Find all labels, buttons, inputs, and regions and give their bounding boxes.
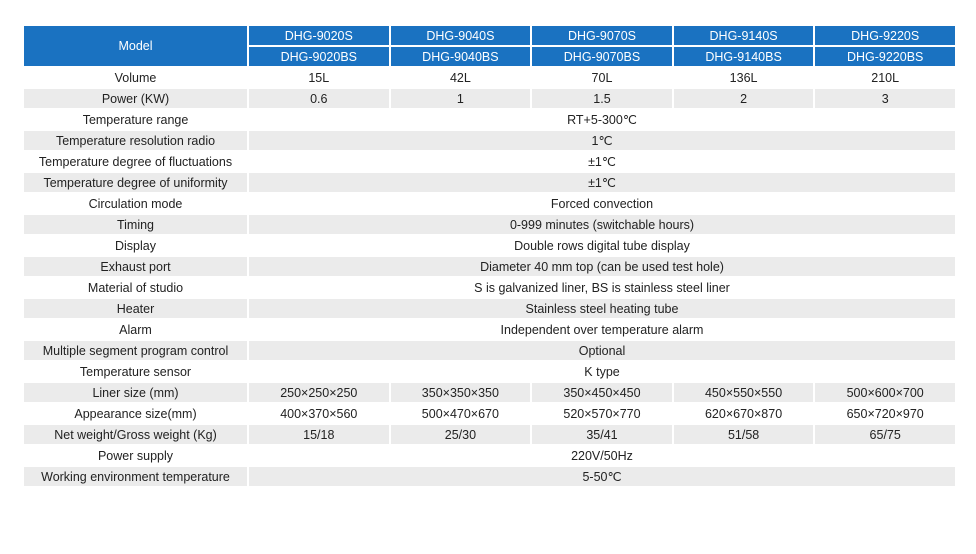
cell-value: 210L [813, 66, 957, 89]
row-label: Temperature sensor [22, 360, 249, 383]
cell-value: Independent over temperature alarm [247, 318, 957, 341]
model-bs: DHG-9140BS [671, 45, 816, 68]
cell-value: ±1℃ [247, 171, 957, 194]
model-s: DHG-9040S [388, 24, 533, 47]
cell-value: 25/30 [388, 423, 533, 446]
table-row: Power (KW) 0.6 1 1.5 2 3 [22, 87, 957, 110]
table-row: Multiple segment program control Optional [22, 339, 957, 362]
model-s: DHG-9140S [671, 24, 816, 47]
table-row: Working environment temperature 5-50℃ [22, 465, 957, 488]
row-label: Power supply [22, 444, 249, 467]
table-row: Timing 0-999 minutes (switchable hours) [22, 213, 957, 236]
model-bs: DHG-9220BS [813, 45, 957, 68]
row-label: Circulation mode [22, 192, 249, 215]
cell-value: 65/75 [813, 423, 957, 446]
table-row: Temperature resolution radio 1℃ [22, 129, 957, 152]
cell-value: 0.6 [247, 87, 391, 110]
table-row: Temperature degree of uniformity ±1℃ [22, 171, 957, 194]
cell-value: 500×470×670 [388, 402, 533, 425]
row-label: Material of studio [22, 276, 249, 299]
table-row: Material of studio S is galvanized liner,… [22, 276, 957, 299]
table-row: Alarm Independent over temperature alarm [22, 318, 957, 341]
row-label: Heater [22, 297, 249, 320]
row-label: Working environment temperature [22, 465, 249, 488]
cell-value: 520×570×770 [530, 402, 674, 425]
cell-value: 350×350×350 [388, 381, 533, 404]
model-header: Model [22, 24, 249, 68]
model-s: DHG-9070S [530, 24, 674, 47]
cell-value: S is galvanized liner, BS is stainless s… [247, 276, 957, 299]
cell-value: 220V/50Hz [247, 444, 957, 467]
table-row: Circulation mode Forced convection [22, 192, 957, 215]
cell-value: 1 [388, 87, 533, 110]
model-s: DHG-9020S [247, 24, 391, 47]
cell-value: 400×370×560 [247, 402, 391, 425]
cell-value: 15/18 [247, 423, 391, 446]
cell-value: 136L [671, 66, 816, 89]
cell-value: Optional [247, 339, 957, 362]
cell-value: 35/41 [530, 423, 674, 446]
row-label: Appearance size(mm) [22, 402, 249, 425]
cell-value: 3 [813, 87, 957, 110]
cell-value: Double rows digital tube display [247, 234, 957, 257]
cell-value: 500×600×700 [813, 381, 957, 404]
header-row: Model DHG-9020S DHG-9040S DHG-9070S DHG-9140… [22, 24, 957, 68]
row-label: Temperature resolution radio [22, 129, 249, 152]
table-row: Temperature sensor K type [22, 360, 957, 383]
row-label: Temperature degree of uniformity [22, 171, 249, 194]
cell-value: 51/58 [671, 423, 816, 446]
table-row: Appearance size(mm) 400×370×560 500×470×67… [22, 402, 957, 425]
row-label: Temperature range [22, 108, 249, 131]
row-label: Net weight/Gross weight (Kg) [22, 423, 249, 446]
row-label: Power (KW) [22, 87, 249, 110]
model-bs: DHG-9020BS [247, 45, 391, 68]
table-row: Display Double rows digital tube display [22, 234, 957, 257]
model-bs: DHG-9070BS [530, 45, 674, 68]
cell-value: 350×450×450 [530, 381, 674, 404]
cell-value: ±1℃ [247, 150, 957, 173]
table-row: Power supply 220V/50Hz [22, 444, 957, 467]
cell-value: 250×250×250 [247, 381, 391, 404]
header-row: DHG-9020BS DHG-9040BS DHG-9070BS DHG-9140BS… [23, 45, 957, 68]
cell-value: K type [247, 360, 957, 383]
row-label: Timing [22, 213, 249, 236]
table-row: Liner size (mm) 250×250×250 350×350×350 350… [22, 381, 957, 404]
row-label: Multiple segment program control [22, 339, 249, 362]
row-label: Liner size (mm) [22, 381, 249, 404]
table-row: Exhaust port Diameter 40 mm top (can be u… [22, 255, 957, 278]
cell-value: 0-999 minutes (switchable hours) [247, 213, 957, 236]
row-label: Display [22, 234, 249, 257]
cell-value: 1.5 [530, 87, 674, 110]
cell-value: RT+5-300℃ [247, 108, 957, 131]
cell-value: 70L [530, 66, 674, 89]
cell-value: 450×550×550 [671, 381, 816, 404]
table-row: Net weight/Gross weight (Kg) 15/18 25/30 35… [22, 423, 957, 446]
cell-value: 650×720×970 [813, 402, 957, 425]
row-label: Alarm [22, 318, 249, 341]
cell-value: Forced convection [247, 192, 957, 215]
cell-value: 42L [388, 66, 533, 89]
cell-value: 2 [671, 87, 816, 110]
table-row: Temperature range RT+5-300℃ [22, 108, 957, 131]
cell-value: Stainless steel heating tube [247, 297, 957, 320]
table-row: Heater Stainless steel heating tube [22, 297, 957, 320]
model-bs: DHG-9040BS [388, 45, 533, 68]
cell-value: 620×670×870 [671, 402, 816, 425]
cell-value: 1℃ [247, 129, 957, 152]
table-row: Volume 15L 42L 70L 136L 210L [22, 66, 957, 89]
cell-value: 15L [247, 66, 391, 89]
cell-value: Diameter 40 mm top (can be used test hol… [247, 255, 957, 278]
row-label: Volume [22, 66, 249, 89]
model-s: DHG-9220S [813, 24, 957, 47]
spec-table: Model DHG-9020S DHG-9040S DHG-9070S DHG-9140… [22, 24, 957, 488]
cell-value: 5-50℃ [247, 465, 957, 488]
table-row: Temperature degree of fluctuations ±1℃ [22, 150, 957, 173]
row-label: Exhaust port [22, 255, 249, 278]
row-label: Temperature degree of fluctuations [22, 150, 249, 173]
